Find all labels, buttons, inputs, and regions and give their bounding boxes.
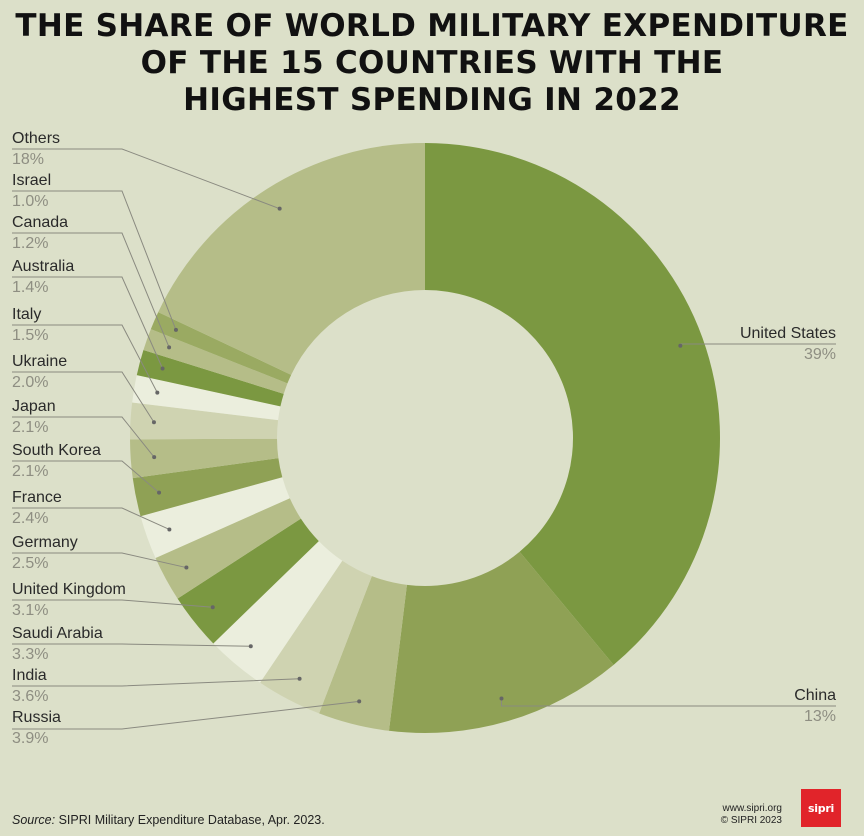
source-note: Source: SIPRI Military Expenditure Datab… <box>12 813 325 827</box>
slice-value-south-korea: 2.1% <box>12 463 48 480</box>
leader-dot-italy <box>155 390 160 395</box>
leader-dot-united-states <box>678 343 683 348</box>
slice-china <box>388 551 614 733</box>
footer-credit: www.sipri.org © SIPRI 2023 <box>712 803 782 827</box>
slice-australia <box>136 350 284 407</box>
slice-label-australia: Australia <box>12 258 74 275</box>
chart-title-line: HIGHEST SPENDING IN 2022 <box>183 82 681 118</box>
website-link[interactable]: www.sipri.org <box>722 803 782 814</box>
slice-label-china: China <box>794 687 836 704</box>
slice-label-ukraine: Ukraine <box>12 353 67 370</box>
leader-dot-saudi-arabia <box>248 644 253 649</box>
slice-united-states <box>425 143 720 665</box>
slice-france <box>140 477 290 559</box>
slice-value-united-states: 39% <box>804 346 836 363</box>
leader-dot-ukraine <box>151 420 156 425</box>
slice-japan <box>130 438 279 479</box>
leader-line-russia <box>12 700 360 730</box>
slice-value-japan: 2.1% <box>12 419 48 436</box>
leader-dot-australia <box>160 366 165 371</box>
slice-label-canada: Canada <box>12 214 68 231</box>
logo-text: sipri <box>808 801 834 815</box>
slice-label-india: India <box>12 667 47 684</box>
slice-israel <box>150 312 292 384</box>
slice-value-china: 13% <box>804 708 836 725</box>
slice-value-france: 2.4% <box>12 510 48 527</box>
slice-value-others: 18% <box>12 151 44 168</box>
slice-label-germany: Germany <box>12 534 78 551</box>
leader-line-israel <box>12 190 177 331</box>
slice-label-japan: Japan <box>12 398 56 415</box>
leader-dot-russia <box>357 699 362 704</box>
leader-dot-japan <box>152 455 157 460</box>
slice-value-germany: 2.5% <box>12 555 48 572</box>
leader-dot-china <box>499 696 504 701</box>
leader-line-others <box>12 148 280 210</box>
leader-line-australia <box>12 276 164 369</box>
chart-title-line: OF THE 15 COUNTRIES WITH THE <box>140 45 724 81</box>
slice-label-israel: Israel <box>12 172 51 189</box>
leader-line-south-korea <box>12 460 160 493</box>
slice-label-others: Others <box>12 130 60 147</box>
leader-dot-germany <box>184 565 189 570</box>
slice-value-saudi-arabia: 3.3% <box>12 646 48 663</box>
slice-ukraine <box>130 402 279 440</box>
leader-dot-south-korea <box>157 490 162 495</box>
source-text: SIPRI Military Expenditure Database, Apr… <box>58 813 325 827</box>
slice-value-india: 3.6% <box>12 688 48 705</box>
leader-line-china <box>500 698 836 707</box>
leader-dot-canada <box>167 345 172 350</box>
slice-value-israel: 1.0% <box>12 193 48 210</box>
leader-line-france <box>12 507 170 530</box>
sipri-logo: sipri <box>801 789 841 827</box>
leader-dot-france <box>167 527 172 532</box>
slice-russia <box>319 576 407 731</box>
slice-value-canada: 1.2% <box>12 235 48 252</box>
chart-title-line: THE SHARE OF WORLD MILITARY EXPENDITURE <box>15 8 849 44</box>
slice-label-south-korea: South Korea <box>12 442 101 459</box>
slice-label-united-states: United States <box>740 325 836 342</box>
slice-label-saudi-arabia: Saudi Arabia <box>12 625 103 642</box>
slice-canada <box>143 329 288 394</box>
slice-value-ukraine: 2.0% <box>12 374 48 391</box>
leader-line-germany <box>12 552 187 569</box>
leader-line-saudi-arabia <box>12 643 251 647</box>
slice-label-france: France <box>12 489 62 506</box>
leader-dot-united-kingdom <box>210 605 215 610</box>
leader-line-india <box>12 678 300 687</box>
leader-line-ukraine <box>12 371 155 423</box>
leader-dot-india <box>297 676 302 681</box>
slice-south-korea <box>132 458 283 517</box>
leader-dot-israel <box>173 327 178 332</box>
slice-others <box>158 143 425 375</box>
leader-line-canada <box>12 232 170 348</box>
slice-label-russia: Russia <box>12 709 61 726</box>
slice-united-kingdom <box>177 518 319 644</box>
slice-india <box>260 560 372 714</box>
slice-saudi-arabia <box>213 541 343 683</box>
slice-label-united-kingdom: United Kingdom <box>12 581 126 598</box>
slice-value-australia: 1.4% <box>12 279 48 296</box>
leader-line-italy <box>12 324 158 393</box>
slice-value-russia: 3.9% <box>12 730 48 747</box>
chart-title: THE SHARE OF WORLD MILITARY EXPENDITURE … <box>0 8 864 119</box>
leader-line-japan <box>12 416 155 458</box>
copyright-text: © SIPRI 2023 <box>720 815 782 826</box>
slice-germany <box>155 498 301 599</box>
slice-italy <box>132 375 281 421</box>
slice-value-italy: 1.5% <box>12 327 48 344</box>
leader-line-united-kingdom <box>12 599 213 608</box>
slice-value-united-kingdom: 3.1% <box>12 602 48 619</box>
leader-dot-others <box>277 206 282 211</box>
slice-label-italy: Italy <box>12 306 41 323</box>
source-prefix: Source: <box>12 813 56 827</box>
